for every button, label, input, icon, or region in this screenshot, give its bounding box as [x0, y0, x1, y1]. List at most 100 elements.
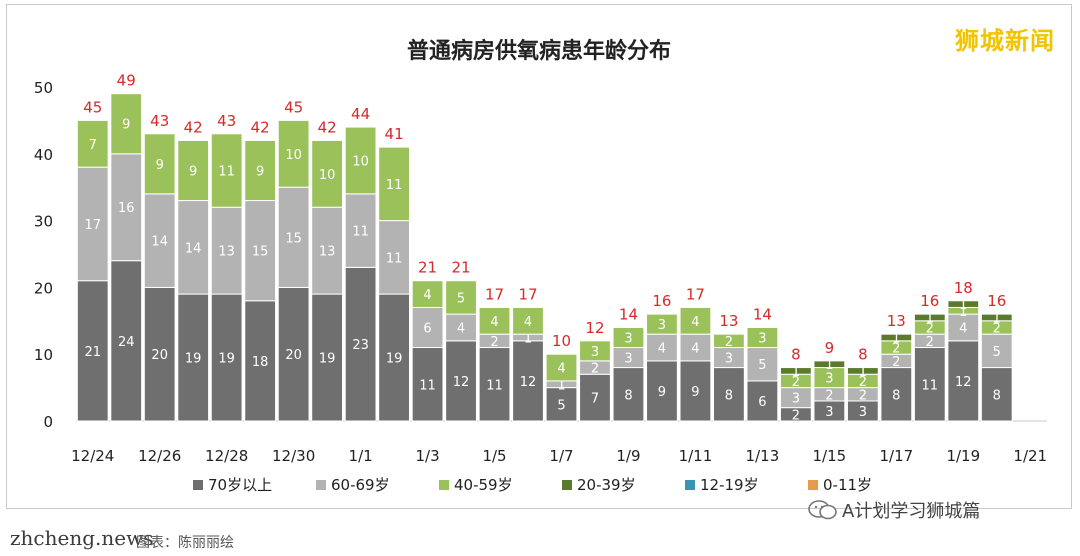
legend-item: 0-11岁 [808, 476, 872, 494]
bar-segment [344, 126, 377, 195]
legend-item: 40-59岁 [439, 476, 513, 494]
bar-segment [646, 333, 678, 362]
bar-segment [646, 313, 678, 335]
segment-label: 11 [352, 225, 369, 240]
legend-label: 20-39岁 [577, 476, 636, 494]
total-label: 42 [184, 118, 203, 136]
segment-label: 5 [457, 291, 465, 306]
total-label: 13 [887, 312, 906, 330]
bar-segment [244, 139, 277, 202]
x-tick-label: 1/3 [415, 447, 439, 465]
y-tick-label: 10 [34, 346, 53, 364]
segment-label: 2 [892, 355, 900, 370]
y-tick-label: 40 [34, 146, 53, 164]
bar-segment [378, 293, 410, 422]
bar-segment [713, 333, 745, 349]
bar-segment [679, 333, 712, 362]
segment-label: 14 [185, 241, 202, 256]
segment-label: 19 [319, 352, 336, 367]
segment-label: 8 [624, 388, 632, 403]
bar-segment [445, 280, 477, 315]
segment-label: 3 [658, 318, 666, 333]
segment-label: 15 [285, 231, 302, 246]
segment-label: 6 [423, 321, 431, 336]
segment-label: 2 [725, 335, 733, 350]
total-label: 8 [791, 346, 801, 364]
segment-label: 11 [922, 378, 939, 393]
segment-label: 1 [524, 332, 532, 347]
source-credit: zhcheng.news [10, 526, 154, 550]
bar-segment [344, 266, 377, 422]
segment-label: 11 [486, 378, 503, 393]
bar-segment [612, 326, 645, 349]
segment-label: 11 [386, 251, 403, 266]
legend-item: 60-69岁 [316, 476, 390, 494]
bar-segment [913, 347, 946, 422]
bar-segment [210, 133, 243, 208]
bar-segment [244, 200, 277, 302]
total-label: 16 [920, 292, 939, 310]
bar-segment [646, 360, 678, 422]
bar-segment [110, 153, 143, 262]
x-tick-label: 12/30 [272, 447, 315, 465]
x-tick-label: 1/21 [1013, 447, 1047, 465]
segment-label: 9 [256, 165, 264, 180]
segment-label: 3 [591, 345, 599, 360]
segment-label: 11 [386, 178, 403, 193]
bar-segment [512, 306, 544, 335]
segment-label: 9 [189, 165, 197, 180]
segment-label: 3 [825, 372, 833, 387]
segment-label: 2 [993, 321, 1001, 336]
segment-label: 2 [859, 388, 867, 403]
segment-label: 2 [792, 408, 800, 423]
bar-segment [512, 340, 544, 422]
bar-segment [980, 313, 1013, 322]
y-tick-label: 0 [43, 413, 53, 431]
total-label: 17 [686, 285, 705, 303]
bar-segment [143, 193, 176, 288]
total-label: 14 [753, 305, 772, 323]
legend-label: 12-19岁 [700, 476, 759, 494]
bar-segment [411, 280, 444, 308]
total-label: 42 [251, 118, 270, 136]
legend-swatch [439, 480, 449, 490]
x-tick-label: 12/28 [205, 447, 248, 465]
watermark-logo: 狮城新闻 [955, 27, 1055, 55]
segment-label: 2 [792, 375, 800, 390]
bar-segment [277, 119, 310, 188]
segment-label: 6 [758, 395, 766, 410]
legend-item: 70岁以上 [193, 476, 272, 494]
total-label: 45 [284, 98, 303, 116]
total-label: 13 [719, 312, 738, 330]
total-label: 16 [987, 292, 1006, 310]
legend-swatch [685, 480, 695, 490]
segment-label: 4 [457, 321, 465, 336]
legend-swatch [316, 480, 326, 490]
legend-swatch [193, 480, 203, 490]
segment-label: 2 [926, 321, 934, 336]
bar-segment [980, 367, 1013, 422]
x-tick-label: 1/17 [879, 447, 913, 465]
segment-label: 1 [926, 311, 934, 326]
bar-segment [478, 347, 511, 422]
segment-label: 19 [218, 352, 235, 367]
x-tick-label: 1/5 [482, 447, 506, 465]
segment-label: 20 [151, 348, 168, 363]
legend-swatch [808, 480, 818, 490]
segment-label: 2 [591, 362, 599, 377]
bar-segment [947, 313, 980, 342]
bar-segment [478, 306, 511, 335]
segment-label: 3 [758, 332, 766, 347]
legend-label: 40-59岁 [454, 476, 513, 494]
bar-segment [76, 119, 109, 168]
bar-segment [779, 367, 812, 375]
total-label: 14 [619, 305, 638, 323]
bar-segment [76, 166, 109, 282]
y-tick-label: 20 [34, 279, 53, 297]
bar-segment [311, 139, 344, 208]
segment-label: 3 [624, 352, 632, 367]
segment-label: 1 [792, 365, 800, 380]
source-credit-note: 图表：陈丽丽绘 [136, 535, 234, 551]
